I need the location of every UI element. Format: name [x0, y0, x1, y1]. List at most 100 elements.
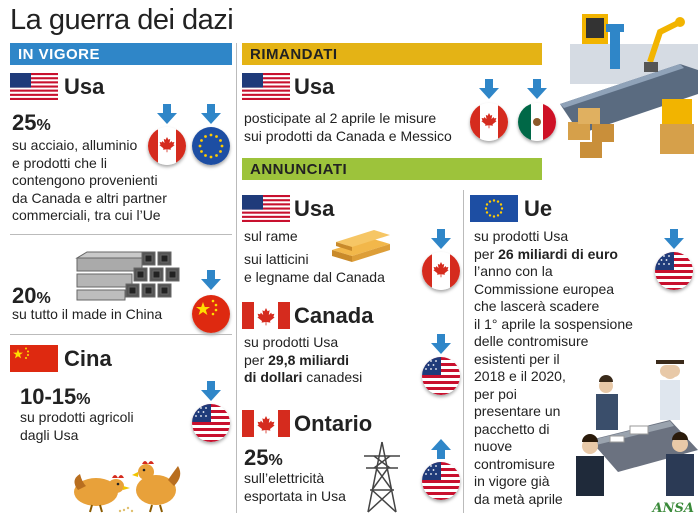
text-line: su acciaio, alluminio: [12, 137, 138, 153]
eu-flag-icon: [470, 195, 518, 222]
annunciati-ue-heading: Ue: [524, 196, 553, 221]
canada-flag-icon: [242, 302, 290, 329]
canada-flag-icon: [422, 252, 460, 290]
arrow-down-icon: [199, 270, 223, 290]
text-line: sull’elettricità: [244, 470, 325, 486]
text-line: pacchetto di: [474, 420, 550, 437]
text-line: e prodotti che li: [12, 154, 107, 171]
page-title: La guerra dei dazi: [10, 4, 234, 36]
text-line: contromisure: [474, 455, 555, 472]
text-line: presentare un: [474, 403, 561, 419]
text-line: posticipate al 2 aprile le misure: [244, 110, 437, 126]
us-flag-icon: [242, 195, 290, 222]
in-vigore-usa-heading: Usa: [64, 74, 105, 99]
text-line: sui latticini: [244, 251, 309, 267]
us-flag-icon: [422, 357, 460, 395]
steel-beams-icon: [75, 251, 180, 301]
text-line: esistenti per il: [474, 350, 560, 367]
text-line: contengono provenienti: [12, 172, 158, 188]
annunciati-usa-line2: sui latticini e legname dal Canada: [244, 251, 385, 286]
ontario-text: sull’elettricità esportata in Usa: [244, 470, 346, 505]
text-line: esportata in Usa: [244, 487, 346, 504]
in-vigore-usa-pct: 25%: [12, 110, 51, 136]
text-line: il 1° aprile la sospensione: [474, 315, 633, 332]
text-line: Commissione europea: [474, 280, 615, 297]
canada-flag-icon: [242, 410, 290, 437]
factory-icon: [560, 14, 698, 158]
text-line: dagli Usa: [20, 426, 79, 443]
us-flag-icon: [192, 404, 230, 442]
pct-sign: %: [76, 391, 91, 408]
arrow-up-icon: [429, 439, 453, 459]
divider: [10, 234, 232, 235]
arrow-down-icon: [429, 229, 453, 249]
text-line: che lascerà scadere: [474, 298, 600, 314]
arrow-down-icon: [155, 104, 179, 124]
rimandati-text: posticipate al 2 aprile le misure sui pr…: [244, 110, 452, 145]
text-line: sui prodotti da Canada e Messico: [244, 127, 452, 144]
text-segment: canadesi: [302, 369, 363, 385]
pct-sign: %: [268, 452, 283, 469]
section-band-annunciati: ANNUNCIATI: [242, 158, 542, 180]
section-band-in-vigore: IN VIGORE: [10, 43, 232, 65]
ansa-credit: ANSA: [652, 501, 694, 516]
annunciati-usa-heading: Usa: [294, 196, 335, 221]
in-vigore-usa-text: su acciaio, alluminio e prodotti che li …: [12, 137, 202, 225]
eu-flag-icon: [192, 127, 230, 165]
pct-number: 25: [12, 110, 37, 135]
arrow-down-icon: [662, 229, 686, 249]
us-flag-icon: [10, 73, 58, 100]
meeting-people-icon: [576, 360, 698, 496]
text-line: su prodotti Usa: [474, 228, 569, 244]
annunciati-canada-text: su prodotti Usa per 29,8 miliardi di dol…: [244, 334, 362, 387]
china-flag-icon: [192, 295, 230, 333]
annunciati-usa-line1: sul rame: [244, 228, 298, 244]
pct-number: 20: [12, 283, 37, 308]
cina-text: su prodotti agricoli dagli Usa: [20, 409, 134, 444]
text-line: per 26 miliardi di euro: [474, 246, 654, 264]
pct-number: 25: [244, 445, 269, 470]
rimandati-usa-heading: Usa: [294, 74, 335, 99]
canada-flag-icon: [148, 127, 186, 165]
text-line: per poi: [474, 385, 517, 402]
china-flag-icon: [10, 345, 58, 372]
column-divider: [236, 43, 237, 513]
text-line: in vigore già: [474, 473, 550, 489]
text-line: delle contromisure: [474, 333, 589, 349]
text-segment: per: [244, 351, 269, 368]
text-line: da Canada e altri partner: [12, 189, 167, 206]
canada-flag-icon: [470, 103, 508, 141]
text-segment: per: [474, 245, 499, 262]
cina-pct: 10-15%: [20, 384, 91, 410]
text-line: per 29,8 miliardi: [244, 352, 362, 370]
arrow-down-icon: [525, 79, 549, 99]
text-line: di dollari canadesi: [244, 369, 362, 387]
arrow-down-icon: [477, 79, 501, 99]
text-line: e legname dal Canada: [244, 268, 385, 285]
in-vigore-cina-heading: Cina: [64, 346, 112, 371]
divider: [10, 334, 232, 335]
text-line: su prodotti agricoli: [20, 409, 134, 425]
arrow-down-icon: [199, 381, 223, 401]
chickens-icon: [74, 461, 181, 513]
copper-bars-icon: [332, 230, 390, 262]
china-tariff-text: su tutto il made in China: [12, 306, 163, 322]
mexico-flag-icon: [518, 103, 556, 141]
text-line: nuove: [474, 438, 513, 454]
text-line: commerciali, tra cui l’Ue: [12, 207, 161, 223]
annunciati-canada-heading: Canada: [294, 303, 374, 328]
text-line: 2018 e il 2020,: [474, 368, 566, 384]
arrow-down-icon: [429, 334, 453, 354]
china-tariff-pct: 20%: [12, 283, 51, 309]
us-flag-icon: [242, 73, 290, 100]
text-bold: 29,8 miliardi: [268, 351, 350, 368]
text-bold: di dollari: [244, 369, 303, 385]
ontario-pct: 25%: [244, 445, 283, 471]
text-line: l’anno con la: [474, 263, 553, 279]
text-bold: 26 miliardi di euro: [498, 245, 618, 262]
us-flag-icon: [655, 252, 693, 290]
us-flag-icon: [422, 462, 460, 500]
section-band-rimandati: RIMANDATI: [242, 43, 542, 65]
text-line: da metà aprile: [474, 490, 563, 507]
pct-number: 10-15: [20, 384, 77, 409]
